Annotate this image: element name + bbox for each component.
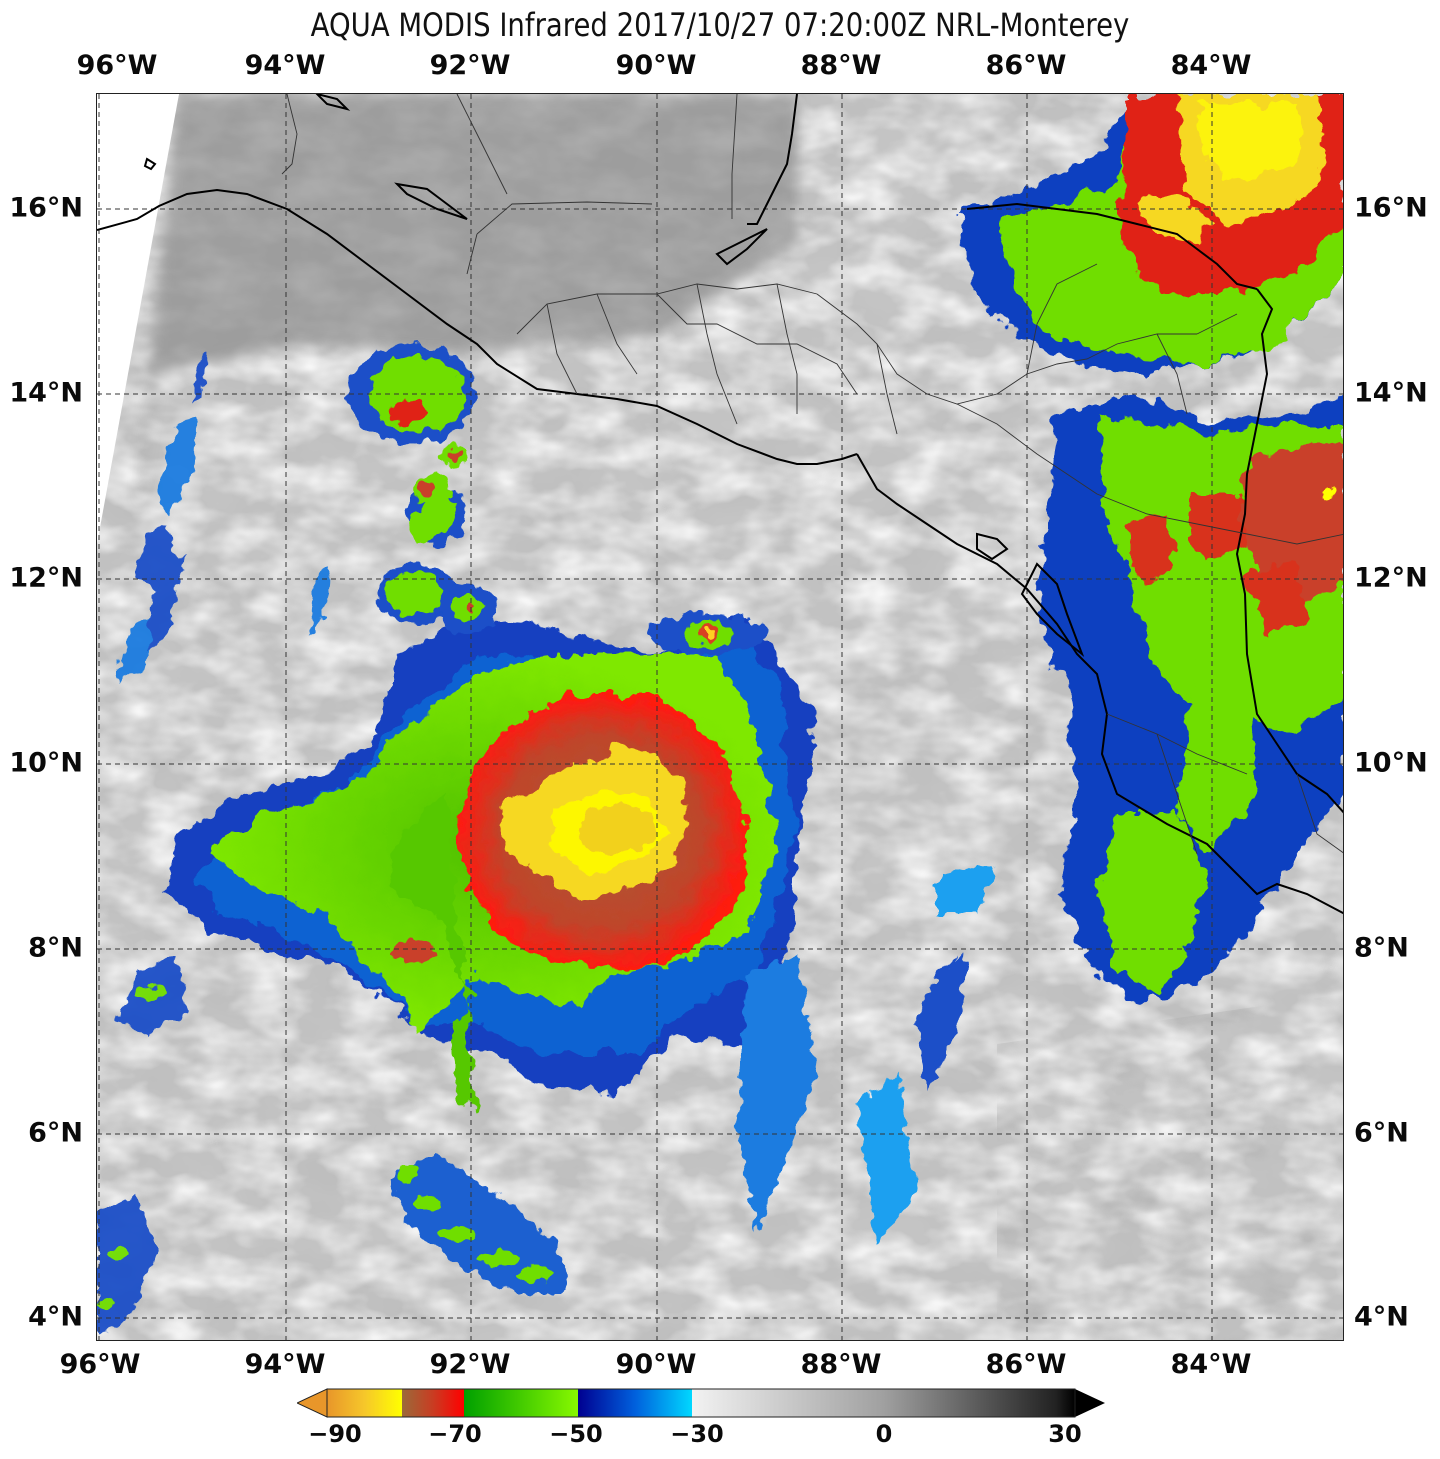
coastlines [97, 94, 1343, 915]
lat-label-left: 14°N [9, 377, 83, 409]
lat-label-right: 16°N [1354, 192, 1428, 224]
lon-label-top: 90°W [615, 50, 697, 81]
lon-label-top: 86°W [985, 50, 1067, 81]
lon-label-top: 96°W [76, 50, 158, 81]
lat-label-right: 4°N [1354, 1301, 1409, 1333]
main-storm [167, 614, 817, 1114]
infrared-imagery [97, 94, 1343, 1340]
lat-label-left: 10°N [9, 747, 83, 779]
colorbar-tick-label: 30 [1048, 1420, 1082, 1448]
colorbar-tick-label: −70 [428, 1420, 482, 1448]
lon-label-bottom: 88°W [800, 1349, 882, 1380]
ne-storm [957, 94, 1343, 374]
colorbar-tick-label: 0 [875, 1420, 893, 1448]
east-cluster [1037, 394, 1343, 1004]
borders [281, 94, 1343, 855]
lat-label-right: 14°N [1354, 377, 1428, 409]
lat-label-right: 12°N [1354, 562, 1428, 594]
lon-label-top: 92°W [429, 50, 511, 81]
lon-label-bottom: 84°W [1170, 1349, 1252, 1380]
lat-label-right: 10°N [1354, 747, 1428, 779]
lon-label-bottom: 96°W [59, 1349, 141, 1380]
lat-label-right: 8°N [1354, 932, 1409, 964]
chart-title: AQUA MODIS Infrared 2017/10/27 07:20:00Z… [310, 6, 1130, 44]
lon-label-top: 88°W [800, 50, 882, 81]
colorbar-tick-label: −30 [670, 1420, 724, 1448]
lat-label-left: 6°N [28, 1117, 83, 1149]
lon-label-top: 84°W [1170, 50, 1252, 81]
lon-label-bottom: 92°W [429, 1349, 511, 1380]
lon-label-bottom: 86°W [985, 1349, 1067, 1380]
lon-label-bottom: 94°W [244, 1349, 326, 1380]
lat-label-left: 16°N [9, 192, 83, 224]
colorbar-tick-label: −50 [549, 1420, 603, 1448]
nw-cell [348, 344, 497, 634]
lon-label-bottom: 90°W [615, 1349, 697, 1380]
satellite-map [96, 93, 1344, 1341]
colorbar-tick-label: −90 [308, 1420, 362, 1448]
gridlines [97, 94, 1343, 1340]
lat-label-left: 8°N [28, 932, 83, 964]
lon-label-top: 94°W [244, 50, 326, 81]
lat-label-right: 6°N [1354, 1117, 1409, 1149]
colorbar [297, 1388, 1105, 1418]
lat-label-left: 12°N [9, 562, 83, 594]
lat-label-left: 4°N [28, 1301, 83, 1333]
